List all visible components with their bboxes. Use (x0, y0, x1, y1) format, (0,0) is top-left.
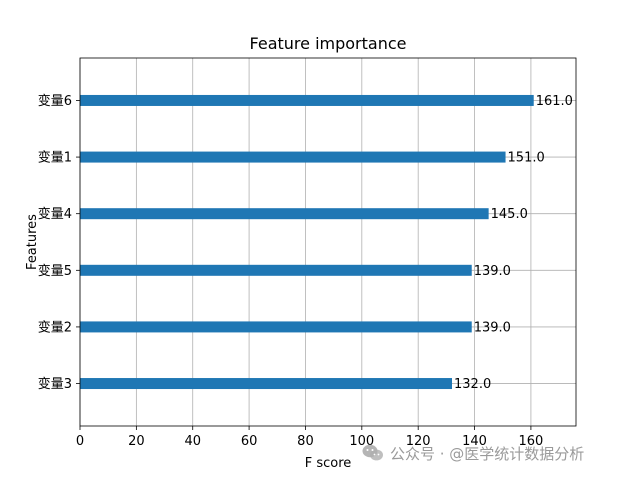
y-tick-label: 变量3 (38, 376, 72, 392)
y-tick-label: 变量5 (38, 263, 72, 279)
plot-frame (79, 57, 577, 427)
bar-value-label: 132.0 (454, 377, 491, 392)
bar (80, 321, 472, 333)
y-tick-label: 变量4 (38, 206, 72, 222)
bar (80, 208, 489, 220)
x-axis-title: F score (305, 456, 352, 471)
x-tick-label: 20 (128, 434, 145, 449)
x-tick-label: 140 (462, 434, 487, 449)
y-tick-label: 变量2 (38, 319, 72, 335)
x-tick-label: 80 (297, 434, 314, 449)
bar (80, 94, 534, 106)
y-tick-label: 变量1 (38, 150, 72, 166)
x-tick-label: 120 (406, 434, 431, 449)
bar-value-label: 139.0 (474, 320, 511, 335)
bar (80, 378, 452, 390)
watermark-text: 公众号 · @医学统计数据分析 (390, 444, 585, 463)
bar-value-label: 161.0 (536, 94, 573, 109)
wechat-icon (362, 444, 383, 461)
bar-value-label: 151.0 (508, 151, 545, 166)
x-tick-label: 160 (518, 434, 543, 449)
bar (80, 264, 472, 276)
y-tick-label: 变量6 (38, 93, 72, 109)
bar-value-label: 145.0 (491, 207, 528, 222)
x-tick-label: 60 (241, 434, 258, 449)
x-tick-label: 40 (184, 434, 201, 449)
x-tick-label: 0 (76, 434, 84, 449)
bar-value-label: 139.0 (474, 264, 511, 279)
watermark: 公众号 · @医学统计数据分析 (362, 442, 584, 464)
chart-title: Feature importance (250, 34, 407, 53)
bar-layer (80, 94, 534, 390)
tick-layer (76, 100, 532, 430)
y-axis-title: Features (25, 214, 40, 270)
bar (80, 151, 506, 163)
